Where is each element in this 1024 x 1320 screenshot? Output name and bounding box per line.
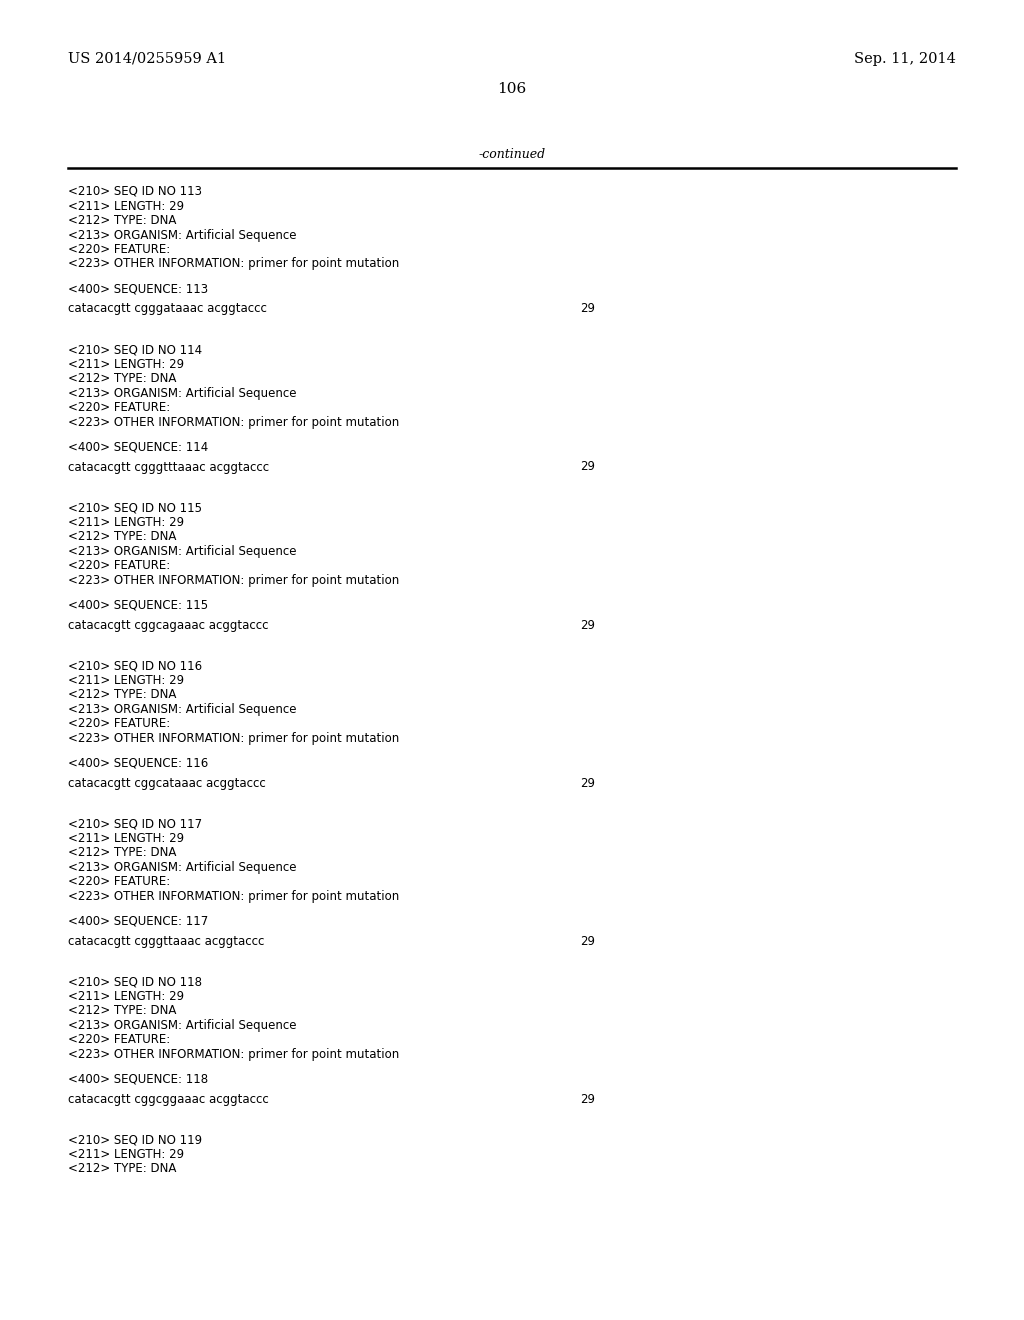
Text: catacacgtt cgggataaac acggtaccc: catacacgtt cgggataaac acggtaccc	[68, 302, 267, 315]
Text: <400> SEQUENCE: 116: <400> SEQUENCE: 116	[68, 756, 208, 770]
Text: <400> SEQUENCE: 117: <400> SEQUENCE: 117	[68, 915, 208, 928]
Text: 106: 106	[498, 82, 526, 96]
Text: <213> ORGANISM: Artificial Sequence: <213> ORGANISM: Artificial Sequence	[68, 228, 297, 242]
Text: <210> SEQ ID NO 119: <210> SEQ ID NO 119	[68, 1134, 202, 1146]
Text: catacacgtt cggcagaaac acggtaccc: catacacgtt cggcagaaac acggtaccc	[68, 619, 268, 631]
Text: <220> FEATURE:: <220> FEATURE:	[68, 1034, 170, 1047]
Text: <210> SEQ ID NO 114: <210> SEQ ID NO 114	[68, 343, 202, 356]
Text: <211> LENGTH: 29: <211> LENGTH: 29	[68, 673, 184, 686]
Text: <211> LENGTH: 29: <211> LENGTH: 29	[68, 990, 184, 1003]
Text: 29: 29	[580, 935, 595, 948]
Text: <210> SEQ ID NO 115: <210> SEQ ID NO 115	[68, 502, 202, 513]
Text: <211> LENGTH: 29: <211> LENGTH: 29	[68, 516, 184, 528]
Text: <213> ORGANISM: Artificial Sequence: <213> ORGANISM: Artificial Sequence	[68, 861, 297, 874]
Text: catacacgtt cgggtttaaac acggtaccc: catacacgtt cgggtttaaac acggtaccc	[68, 461, 269, 474]
Text: 29: 29	[580, 302, 595, 315]
Text: <210> SEQ ID NO 116: <210> SEQ ID NO 116	[68, 659, 202, 672]
Text: <400> SEQUENCE: 113: <400> SEQUENCE: 113	[68, 282, 208, 296]
Text: <210> SEQ ID NO 118: <210> SEQ ID NO 118	[68, 975, 202, 989]
Text: <212> TYPE: DNA: <212> TYPE: DNA	[68, 846, 176, 859]
Text: <213> ORGANISM: Artificial Sequence: <213> ORGANISM: Artificial Sequence	[68, 1019, 297, 1032]
Text: <213> ORGANISM: Artificial Sequence: <213> ORGANISM: Artificial Sequence	[68, 545, 297, 557]
Text: <223> OTHER INFORMATION: primer for point mutation: <223> OTHER INFORMATION: primer for poin…	[68, 1048, 399, 1061]
Text: catacacgtt cggcggaaac acggtaccc: catacacgtt cggcggaaac acggtaccc	[68, 1093, 268, 1106]
Text: <400> SEQUENCE: 118: <400> SEQUENCE: 118	[68, 1072, 208, 1085]
Text: <223> OTHER INFORMATION: primer for point mutation: <223> OTHER INFORMATION: primer for poin…	[68, 731, 399, 744]
Text: <212> TYPE: DNA: <212> TYPE: DNA	[68, 214, 176, 227]
Text: <223> OTHER INFORMATION: primer for point mutation: <223> OTHER INFORMATION: primer for poin…	[68, 574, 399, 586]
Text: <220> FEATURE:: <220> FEATURE:	[68, 717, 170, 730]
Text: Sep. 11, 2014: Sep. 11, 2014	[854, 51, 956, 66]
Text: US 2014/0255959 A1: US 2014/0255959 A1	[68, 51, 226, 66]
Text: <220> FEATURE:: <220> FEATURE:	[68, 875, 170, 888]
Text: <220> FEATURE:: <220> FEATURE:	[68, 401, 170, 414]
Text: <211> LENGTH: 29: <211> LENGTH: 29	[68, 358, 184, 371]
Text: <213> ORGANISM: Artificial Sequence: <213> ORGANISM: Artificial Sequence	[68, 702, 297, 715]
Text: <212> TYPE: DNA: <212> TYPE: DNA	[68, 372, 176, 385]
Text: <220> FEATURE:: <220> FEATURE:	[68, 560, 170, 572]
Text: -continued: -continued	[478, 148, 546, 161]
Text: catacacgtt cgggttaaac acggtaccc: catacacgtt cgggttaaac acggtaccc	[68, 935, 264, 948]
Text: <223> OTHER INFORMATION: primer for point mutation: <223> OTHER INFORMATION: primer for poin…	[68, 257, 399, 271]
Text: <212> TYPE: DNA: <212> TYPE: DNA	[68, 688, 176, 701]
Text: <212> TYPE: DNA: <212> TYPE: DNA	[68, 1163, 176, 1175]
Text: <213> ORGANISM: Artificial Sequence: <213> ORGANISM: Artificial Sequence	[68, 387, 297, 400]
Text: <223> OTHER INFORMATION: primer for point mutation: <223> OTHER INFORMATION: primer for poin…	[68, 416, 399, 429]
Text: <212> TYPE: DNA: <212> TYPE: DNA	[68, 531, 176, 543]
Text: <211> LENGTH: 29: <211> LENGTH: 29	[68, 1148, 184, 1160]
Text: catacacgtt cggcataaac acggtaccc: catacacgtt cggcataaac acggtaccc	[68, 776, 266, 789]
Text: 29: 29	[580, 619, 595, 631]
Text: <210> SEQ ID NO 117: <210> SEQ ID NO 117	[68, 817, 202, 830]
Text: <210> SEQ ID NO 113: <210> SEQ ID NO 113	[68, 185, 202, 198]
Text: <220> FEATURE:: <220> FEATURE:	[68, 243, 170, 256]
Text: <400> SEQUENCE: 115: <400> SEQUENCE: 115	[68, 598, 208, 611]
Text: <223> OTHER INFORMATION: primer for point mutation: <223> OTHER INFORMATION: primer for poin…	[68, 890, 399, 903]
Text: 29: 29	[580, 461, 595, 474]
Text: <211> LENGTH: 29: <211> LENGTH: 29	[68, 199, 184, 213]
Text: <211> LENGTH: 29: <211> LENGTH: 29	[68, 832, 184, 845]
Text: <212> TYPE: DNA: <212> TYPE: DNA	[68, 1005, 176, 1018]
Text: <400> SEQUENCE: 114: <400> SEQUENCE: 114	[68, 440, 208, 453]
Text: 29: 29	[580, 1093, 595, 1106]
Text: 29: 29	[580, 776, 595, 789]
